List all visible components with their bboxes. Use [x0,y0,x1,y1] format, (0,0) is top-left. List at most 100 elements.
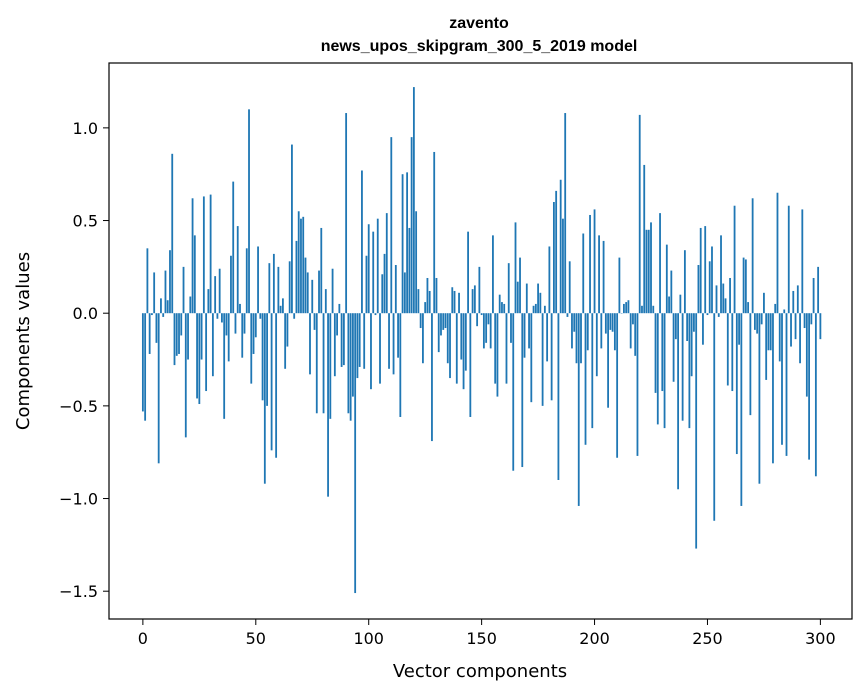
bar-199 [591,313,594,429]
bar-295 [808,313,810,460]
x-axis-ticks: 0 50 100 150 200 250 300 [138,619,836,648]
bar-281 [776,192,779,314]
bar-22 [191,198,194,314]
bar-130 [435,277,438,314]
x-tick-label-2: 100 [353,629,384,648]
bar-168 [521,313,524,468]
bar-137 [451,287,454,314]
bar-299 [817,266,820,314]
bar-120 [412,87,415,314]
bar-74 [309,313,311,375]
bar-63 [284,313,287,369]
bar-242 [688,313,691,429]
bar-292 [801,209,804,314]
bar-18 [182,266,185,314]
bar-143 [464,313,467,371]
bar-93 [352,313,354,397]
bar-290 [796,285,799,314]
bar-119 [410,137,413,314]
bar-163 [510,313,512,343]
bar-233 [668,296,670,314]
bar-220 [638,114,641,314]
bar-9 [162,313,165,317]
bar-177 [541,313,544,406]
bar-145 [469,313,472,417]
bar-291 [799,313,801,364]
bar-152 [485,313,488,343]
bar-230 [661,313,664,392]
bar-4 [151,313,153,316]
bar-269 [749,313,752,416]
bar-144 [467,231,469,314]
bar-296 [810,313,813,325]
bar-255 [717,313,720,317]
bar-186 [562,218,564,314]
bar-122 [417,289,420,314]
bar-7 [157,313,160,464]
bar-178 [543,305,546,314]
bar-231 [663,313,666,429]
bar-200 [593,209,596,314]
bar-113 [397,313,399,358]
bar-198 [589,214,591,314]
bar-286 [787,205,790,314]
bar-165 [514,222,517,314]
bar-213 [623,303,625,314]
bar-241 [686,313,689,341]
bar-157 [496,313,499,397]
bar-57 [270,313,273,451]
bar-92 [349,313,352,421]
bar-47 [248,109,250,314]
bar-53 [261,313,264,401]
bar-96 [358,313,361,367]
bar-156 [494,313,497,384]
bar-160 [503,303,506,314]
bar-188 [566,313,569,317]
bar-series [141,87,822,594]
bar-108 [385,213,388,314]
bar-140 [458,292,460,314]
bar-135 [446,313,449,364]
bar-215 [627,300,630,314]
bar-229 [659,213,661,314]
bar-182 [552,202,555,314]
bar-173 [532,305,535,314]
bar-240 [683,250,686,314]
bar-155 [492,235,494,314]
bar-17 [180,313,183,336]
bar-40 [232,181,235,314]
bar-132 [440,313,442,336]
bar-3 [148,313,151,354]
bar-161 [505,313,508,384]
bar-285 [785,313,788,456]
bar-10 [164,270,167,314]
bar-194 [580,313,582,364]
bar-128 [431,313,433,442]
x-tick-label-0: 0 [138,629,148,648]
bar-246 [697,265,700,314]
bar-192 [575,313,578,364]
bar-293 [803,313,806,329]
bar-142 [462,313,465,390]
bar-84 [331,268,334,314]
x-tick-label-6: 300 [805,629,836,648]
bar-136 [449,313,451,379]
bar-225 [650,222,652,314]
bar-116 [403,272,406,314]
bar-249 [704,226,707,314]
bar-164 [512,313,515,471]
bar-204 [602,240,605,314]
bar-228 [656,313,659,425]
bar-141 [460,313,463,360]
bar-42 [236,226,239,314]
bar-71 [302,216,305,314]
bar-236 [674,313,677,340]
bar-115 [401,174,404,314]
bar-222 [643,164,646,314]
bar-150 [480,313,483,316]
bar-36 [223,313,226,419]
bar-284 [783,309,786,314]
bar-185 [559,179,562,314]
bar-28 [205,313,208,392]
